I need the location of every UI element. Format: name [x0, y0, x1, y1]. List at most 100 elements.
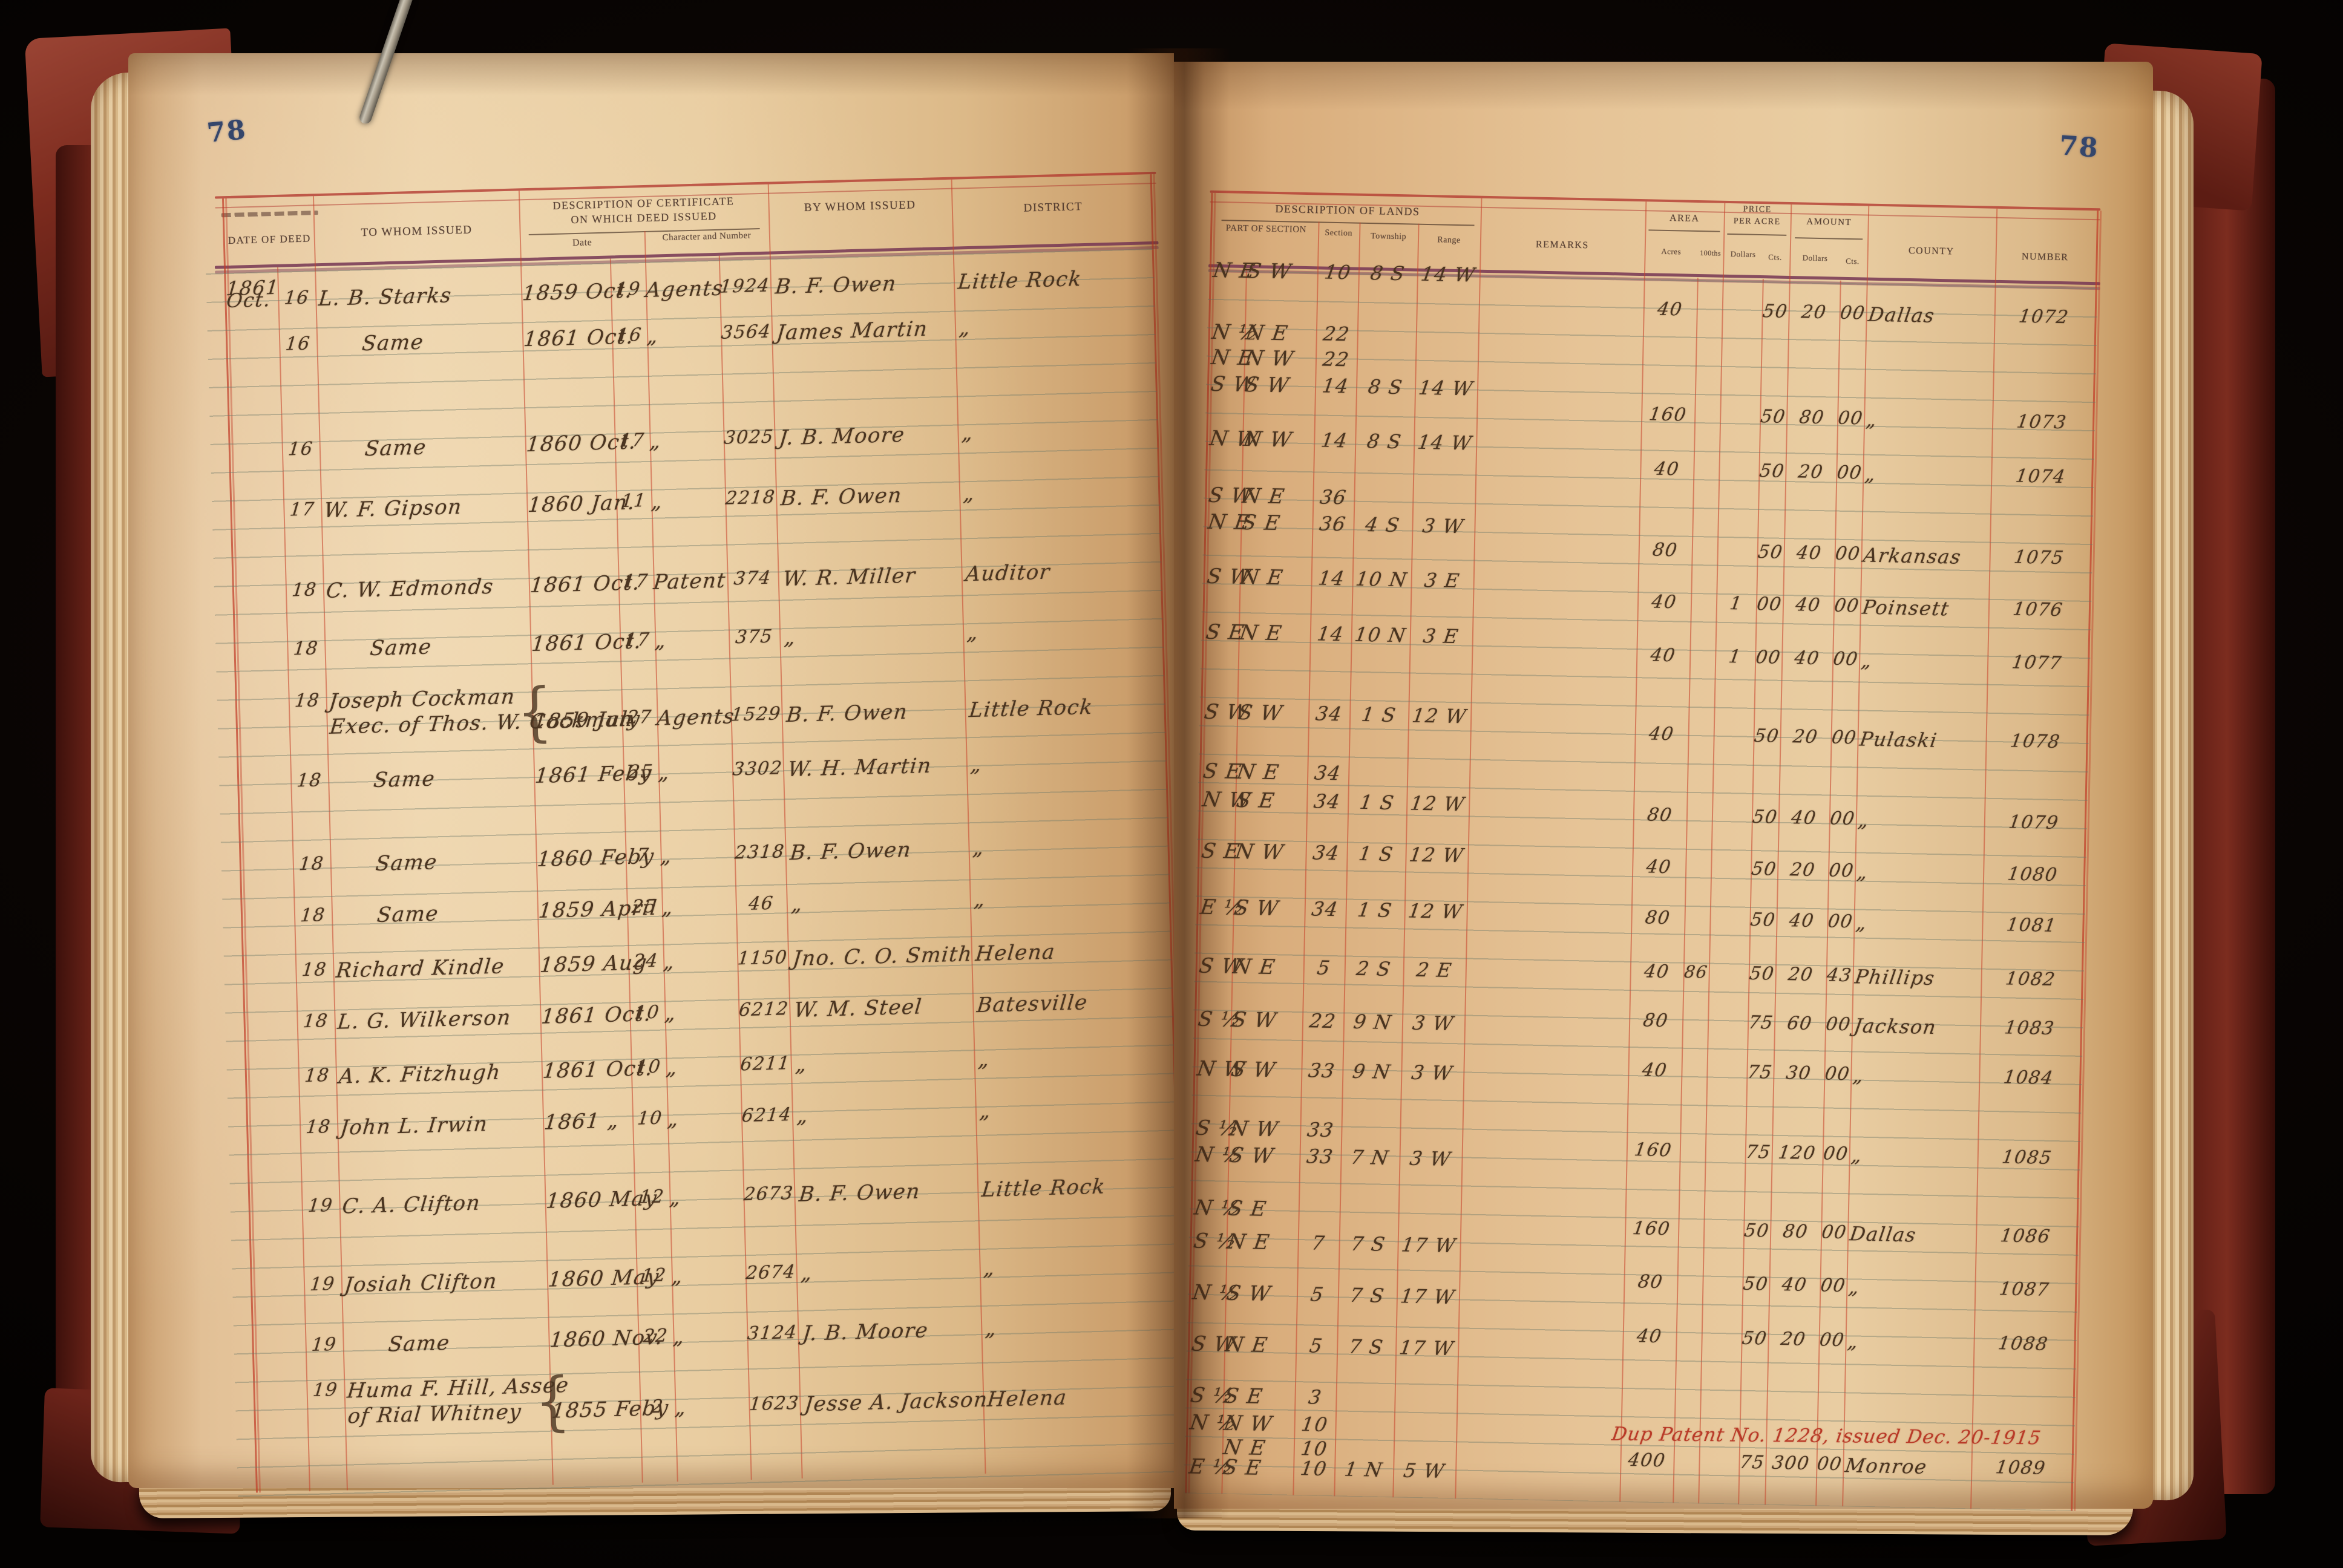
ledger-cell-hund: 86	[1683, 961, 1709, 982]
ledger-cell-num: 6214	[741, 1104, 793, 1127]
ledger-cell-by: Jno. C. O. Smith	[791, 942, 974, 972]
ledger-cell-by: J. B. Moore	[778, 422, 906, 451]
ledger-cell-pc: 50	[1759, 406, 1788, 428]
ledger-cell-sec: 5	[1316, 956, 1332, 979]
ledger-cell-acres: 40	[1647, 723, 1676, 745]
ledger-cell-char: „	[663, 1001, 678, 1026]
ledger-cell-cday: 2	[650, 1396, 665, 1418]
ledger-cell-acres: 40	[1635, 1325, 1663, 1348]
ledger-cell-num: 1083	[2003, 1017, 2056, 1040]
ledger-cell-acres: 40	[1645, 856, 1673, 878]
ledger-cell-rng: 14 W	[1417, 376, 1475, 400]
ledger-cell-day: 18	[299, 904, 327, 927]
ledger-cell-pc: 50	[1758, 460, 1786, 482]
ledger-cell-cdate: 1861 Oct.	[540, 1002, 653, 1029]
ledger-cell-num: 1075	[2012, 546, 2066, 569]
ledger-cell-ad: 20	[1797, 461, 1825, 483]
ledger-cell-cdate: 1861 Oct.	[522, 324, 635, 352]
ledger-cell-rng: 3 E	[1423, 569, 1462, 593]
ledger-cell-ac: 00	[1832, 648, 1860, 670]
ledger-cell-rng: 12 W	[1407, 843, 1466, 867]
ledger-cell-county: „	[1864, 408, 1879, 431]
ledger-cell-pb: N E	[1235, 759, 1282, 785]
ledger-cell-rng: 17 W	[1398, 1336, 1456, 1361]
ledger-cell-rng: 12 W	[1409, 791, 1467, 816]
ledger-cell-cdate: 1855 Feby	[550, 1396, 670, 1423]
ledger-cell-pb: N E	[1225, 1229, 1272, 1255]
ledger-cell-num: 1072	[2017, 305, 2071, 328]
ledger-cell-cday: 10	[636, 1107, 664, 1129]
ledger-cell-pb: N E	[1244, 321, 1290, 346]
ledger-cell-num: 1623	[748, 1392, 801, 1416]
ledger-cell-acres: 80	[1643, 907, 1672, 929]
ledger-cell-ac: 00	[1824, 1013, 1853, 1036]
ledger-cell-pb: N W	[1233, 839, 1286, 865]
ledger-cell-twp: 8 S	[1369, 261, 1407, 286]
ledger-cell-day: 18	[292, 638, 320, 660]
ledger-cell-cdate: 1861 Oct.	[530, 629, 643, 657]
ledger-cell-county: Dallas	[1866, 302, 1937, 327]
ledger-cell-by: W. M. Steel	[793, 995, 923, 1023]
ledger-cell-county: „	[1847, 1275, 1862, 1299]
ledger-cell-num: 46	[747, 892, 775, 915]
ledger-cell-sec: 22	[1308, 1009, 1338, 1033]
ledger-cell-sec: 33	[1305, 1145, 1335, 1169]
ledger-cell-ad: 300	[1771, 1452, 1811, 1475]
ledger-cell-num: 1924	[719, 275, 771, 298]
ledger-cell-by: J. B. Moore	[801, 1318, 930, 1346]
ledger-cell-day: 16	[287, 438, 315, 460]
ledger-cell-twp: 7 S	[1347, 1334, 1385, 1359]
col-header-part-of-section: PART OF SECTION	[1225, 223, 1307, 235]
ledger-cell-cday: 10	[634, 1001, 661, 1024]
ledger-cell-cday: 17	[618, 430, 646, 452]
col-header-township: Township	[1370, 232, 1407, 242]
col-header-price-line2: PER ACRE	[1733, 217, 1781, 227]
ledger-cell-num: 1079	[2007, 811, 2060, 834]
ledger-cell-ad: 20	[1791, 726, 1820, 748]
ledger-cell-num: 3124	[746, 1321, 799, 1345]
red-ink-annotation: Dup Patent No. 1228, issued Dec. 20-1915	[1610, 1423, 2043, 1449]
ledger-cell-pb: S W	[1243, 373, 1291, 398]
ledger-cell-char: „	[662, 950, 677, 975]
ledger-cell-cday: 7	[635, 844, 650, 866]
ledger-cell-char: „	[650, 489, 664, 514]
ledger-cell-num: 1150	[736, 947, 789, 970]
ledger-cell-ad: 30	[1784, 1062, 1813, 1084]
ledger-cell-county: Phillips	[1853, 965, 1937, 990]
ledger-cell-day: 19	[307, 1194, 334, 1217]
ledger-cell-cday: 12	[638, 1186, 666, 1208]
ledger-cell-num: 2318	[733, 841, 786, 864]
ledger-cell-char: „	[673, 1395, 688, 1420]
ledger-cell-rng: 5 W	[1401, 1459, 1447, 1483]
ledger-cell-ac: 00	[1828, 808, 1857, 830]
ledger-cell-pc: 75	[1747, 1011, 1775, 1034]
ledger-cell-ad: 80	[1798, 407, 1826, 429]
ledger-cell-cdate: 1859 April	[537, 895, 659, 924]
ledger-cell-ad: 20	[1786, 964, 1815, 985]
ledger-cell-num: 1078	[2008, 730, 2062, 753]
right-page-number: 78	[2058, 130, 2100, 164]
ledger-cell-sec: 34	[1312, 761, 1343, 785]
ledger-cell-acres: 160	[1633, 1139, 1674, 1161]
ledger-cell-pb: S E	[1226, 1196, 1269, 1221]
ledger-cell-pb: N E	[1238, 620, 1284, 646]
ledger-cell-num: 2218	[724, 486, 777, 509]
ledger-cell-acres: 80	[1642, 1010, 1670, 1032]
ledger-cell-pb: N W	[1244, 346, 1296, 371]
ledger-cell-char: Patent	[652, 568, 727, 595]
ledger-cell-num: 2673	[742, 1183, 795, 1206]
ledger-cell-day: 18	[303, 1065, 331, 1087]
ledger-cell-by: „	[799, 1261, 814, 1285]
ledger-cell-sec: 33	[1305, 1118, 1336, 1142]
ledger-cell-day: 16	[283, 287, 310, 309]
ledger-cell-cday: 24	[632, 950, 660, 972]
ledger-cell-day: 19	[310, 1333, 338, 1356]
ledger-cell-twp: 1 N	[1343, 1457, 1384, 1481]
ledger-cell-rng: 3 W	[1410, 1060, 1455, 1085]
ledger-cell-cday: 16	[615, 324, 643, 347]
ledger-cell-num: 1088	[1996, 1333, 2050, 1355]
ledger-cell-ad: 20	[1789, 859, 1817, 881]
ledger-cell-sec: 36	[1318, 485, 1349, 509]
